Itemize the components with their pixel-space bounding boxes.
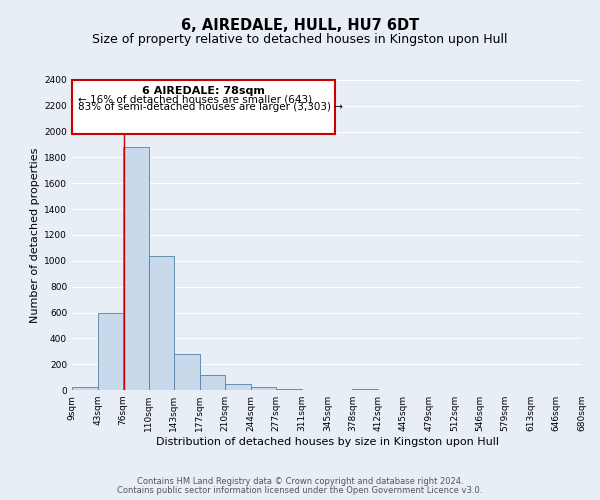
Text: Size of property relative to detached houses in Kingston upon Hull: Size of property relative to detached ho…	[92, 32, 508, 46]
Text: Contains public sector information licensed under the Open Government Licence v3: Contains public sector information licen…	[118, 486, 482, 495]
FancyBboxPatch shape	[72, 80, 335, 134]
Bar	[149, 256, 174, 390]
Bar	[98, 312, 123, 390]
Text: 6 AIREDALE: 78sqm: 6 AIREDALE: 78sqm	[142, 86, 265, 96]
X-axis label: Distribution of detached houses by size in Kingston upon Hull: Distribution of detached houses by size …	[155, 437, 499, 447]
Bar	[174, 354, 200, 390]
Y-axis label: Number of detached properties: Number of detached properties	[30, 148, 40, 322]
Bar	[72, 388, 98, 390]
Bar	[225, 384, 251, 390]
Text: 6, AIREDALE, HULL, HU7 6DT: 6, AIREDALE, HULL, HU7 6DT	[181, 18, 419, 32]
Bar	[123, 147, 149, 390]
Text: ← 16% of detached houses are smaller (643): ← 16% of detached houses are smaller (64…	[78, 94, 312, 104]
Bar	[200, 375, 225, 390]
Bar	[251, 387, 275, 390]
Text: 83% of semi-detached houses are larger (3,303) →: 83% of semi-detached houses are larger (…	[78, 102, 343, 112]
Text: Contains HM Land Registry data © Crown copyright and database right 2024.: Contains HM Land Registry data © Crown c…	[137, 477, 463, 486]
